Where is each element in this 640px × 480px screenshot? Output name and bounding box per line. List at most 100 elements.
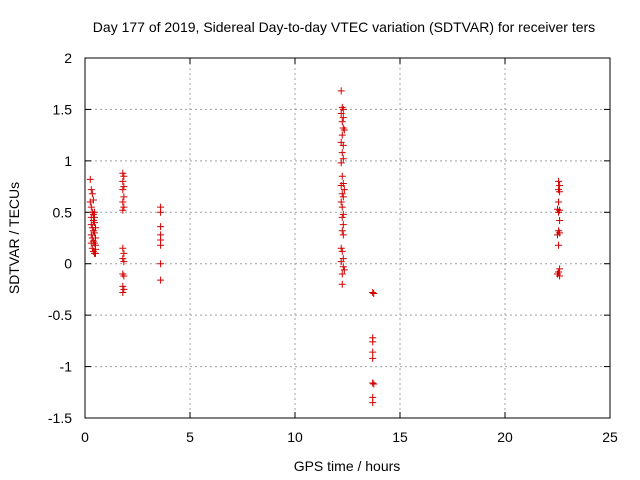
data-point bbox=[554, 231, 561, 239]
data-point bbox=[555, 241, 563, 249]
y-tick-label: -0.5 bbox=[48, 307, 72, 323]
data-point bbox=[157, 208, 165, 216]
y-tick-label: 1 bbox=[64, 153, 72, 169]
data-point bbox=[338, 190, 346, 198]
data-point bbox=[120, 272, 128, 280]
data-point bbox=[556, 182, 564, 190]
data-point bbox=[556, 188, 564, 196]
data-point bbox=[338, 280, 346, 288]
data-point bbox=[337, 182, 345, 190]
data-point bbox=[87, 203, 95, 211]
data-point bbox=[88, 244, 96, 252]
data-point bbox=[120, 249, 128, 257]
y-tick-label: 1.5 bbox=[53, 101, 73, 117]
data-point bbox=[337, 110, 345, 118]
data-point bbox=[337, 198, 345, 206]
data-point bbox=[337, 159, 345, 167]
data-point bbox=[338, 227, 346, 235]
x-tick-label: 25 bbox=[602, 429, 618, 445]
data-point bbox=[339, 114, 347, 122]
data-point bbox=[89, 196, 97, 204]
data-point bbox=[339, 231, 347, 239]
data-point bbox=[120, 193, 128, 201]
data-point bbox=[369, 379, 377, 387]
data-point bbox=[337, 244, 345, 252]
y-tick-label: -1.5 bbox=[48, 410, 72, 426]
data-point bbox=[119, 206, 127, 214]
data-point bbox=[369, 348, 377, 356]
data-point bbox=[555, 198, 563, 206]
y-tick-labels: -1.5 -1 -0.5 0 0.5 1 1.5 2 bbox=[48, 50, 72, 426]
data-point bbox=[339, 141, 347, 149]
data-point bbox=[120, 183, 128, 191]
data-point bbox=[556, 217, 564, 225]
data-point bbox=[339, 221, 347, 229]
data-point bbox=[369, 289, 377, 297]
data-point bbox=[119, 198, 127, 206]
plot-border bbox=[84, 57, 611, 419]
data-point bbox=[339, 210, 347, 218]
data-point bbox=[340, 126, 348, 134]
x-axis-label: GPS time / hours bbox=[294, 458, 401, 474]
data-point bbox=[88, 190, 96, 198]
data-point bbox=[338, 118, 346, 126]
data-point bbox=[119, 186, 127, 194]
x-tick-label: 10 bbox=[287, 429, 303, 445]
grid-lines bbox=[84, 57, 611, 419]
x-tick-label: 5 bbox=[186, 429, 194, 445]
data-point bbox=[338, 149, 346, 157]
data-point bbox=[340, 186, 348, 194]
data-point bbox=[339, 263, 347, 271]
data-point bbox=[337, 87, 345, 95]
data-point bbox=[555, 208, 563, 216]
data-point bbox=[120, 203, 128, 211]
data-point bbox=[92, 224, 99, 232]
x-tick-label: 20 bbox=[497, 429, 513, 445]
data-point bbox=[340, 266, 348, 274]
x-tick-label: 15 bbox=[392, 429, 408, 445]
data-point bbox=[338, 203, 346, 211]
data-point bbox=[369, 338, 377, 346]
data-point bbox=[87, 221, 95, 229]
data-point bbox=[120, 172, 128, 180]
x-tick-labels: 0 5 10 15 20 25 bbox=[81, 429, 618, 445]
data-point bbox=[157, 260, 165, 268]
x-tick-label: 0 bbox=[81, 429, 89, 445]
data-point bbox=[157, 276, 165, 284]
data-point bbox=[119, 289, 127, 297]
data-point bbox=[119, 177, 127, 185]
data-point bbox=[555, 177, 563, 185]
data-point bbox=[92, 245, 99, 253]
data-point bbox=[339, 155, 347, 163]
data-point bbox=[338, 172, 346, 180]
data-point bbox=[370, 380, 378, 388]
y-tick-label: 0 bbox=[64, 256, 72, 272]
data-point bbox=[119, 255, 127, 263]
y-tick-label: 2 bbox=[64, 50, 72, 66]
data-point bbox=[339, 105, 347, 113]
data-point bbox=[120, 285, 128, 293]
data-point bbox=[87, 186, 95, 194]
data-point bbox=[338, 213, 346, 221]
data-point bbox=[119, 169, 127, 177]
data-point bbox=[157, 223, 165, 231]
data-points bbox=[86, 87, 564, 407]
data-point bbox=[337, 258, 345, 266]
data-point bbox=[119, 282, 127, 290]
data-point bbox=[92, 234, 99, 242]
data-point bbox=[87, 231, 95, 239]
data-point bbox=[556, 265, 564, 273]
y-tick-label: 0.5 bbox=[53, 204, 73, 220]
data-point bbox=[338, 270, 346, 278]
data-point bbox=[338, 247, 346, 255]
data-point bbox=[120, 258, 128, 266]
data-point bbox=[338, 131, 346, 139]
data-point bbox=[556, 272, 564, 280]
data-point bbox=[370, 290, 378, 298]
y-tick-label: -1 bbox=[60, 359, 73, 375]
data-point bbox=[90, 208, 98, 216]
y-axis-label: SDTVAR / TECUs bbox=[6, 182, 22, 294]
data-point bbox=[369, 354, 377, 362]
data-point bbox=[157, 241, 165, 249]
data-point bbox=[119, 244, 127, 252]
